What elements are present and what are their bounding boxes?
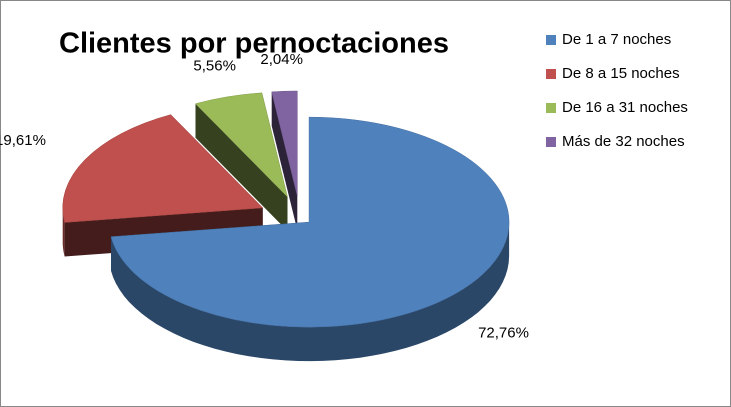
- slice-side: [195, 103, 288, 231]
- data-label: 72,76%: [478, 324, 529, 341]
- legend-swatch: [546, 35, 556, 45]
- legend-label: De 16 a 31 noches: [562, 99, 688, 116]
- legend-swatch: [546, 137, 556, 147]
- slice-wall: [62, 207, 65, 257]
- chart-title: Clientes por pernoctaciones: [59, 28, 449, 60]
- data-label: 5,56%: [193, 58, 236, 75]
- slice: [271, 90, 298, 197]
- legend-swatch: [546, 103, 556, 113]
- legend-swatch: [546, 69, 556, 79]
- slice: [110, 116, 510, 328]
- slice-side: [271, 91, 298, 231]
- slice-wall: [111, 222, 510, 362]
- slice: [62, 114, 264, 223]
- legend-label: De 8 a 15 noches: [562, 65, 680, 82]
- legend-label: De 1 a 7 noches: [562, 31, 671, 48]
- data-label: 2,04%: [260, 51, 303, 68]
- slice: [195, 92, 288, 198]
- data-label: 19,61%: [0, 132, 46, 149]
- legend-label: Más de 32 noches: [562, 133, 685, 150]
